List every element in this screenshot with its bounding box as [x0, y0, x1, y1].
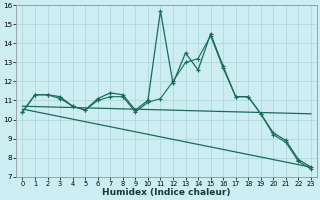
- X-axis label: Humidex (Indice chaleur): Humidex (Indice chaleur): [102, 188, 231, 197]
